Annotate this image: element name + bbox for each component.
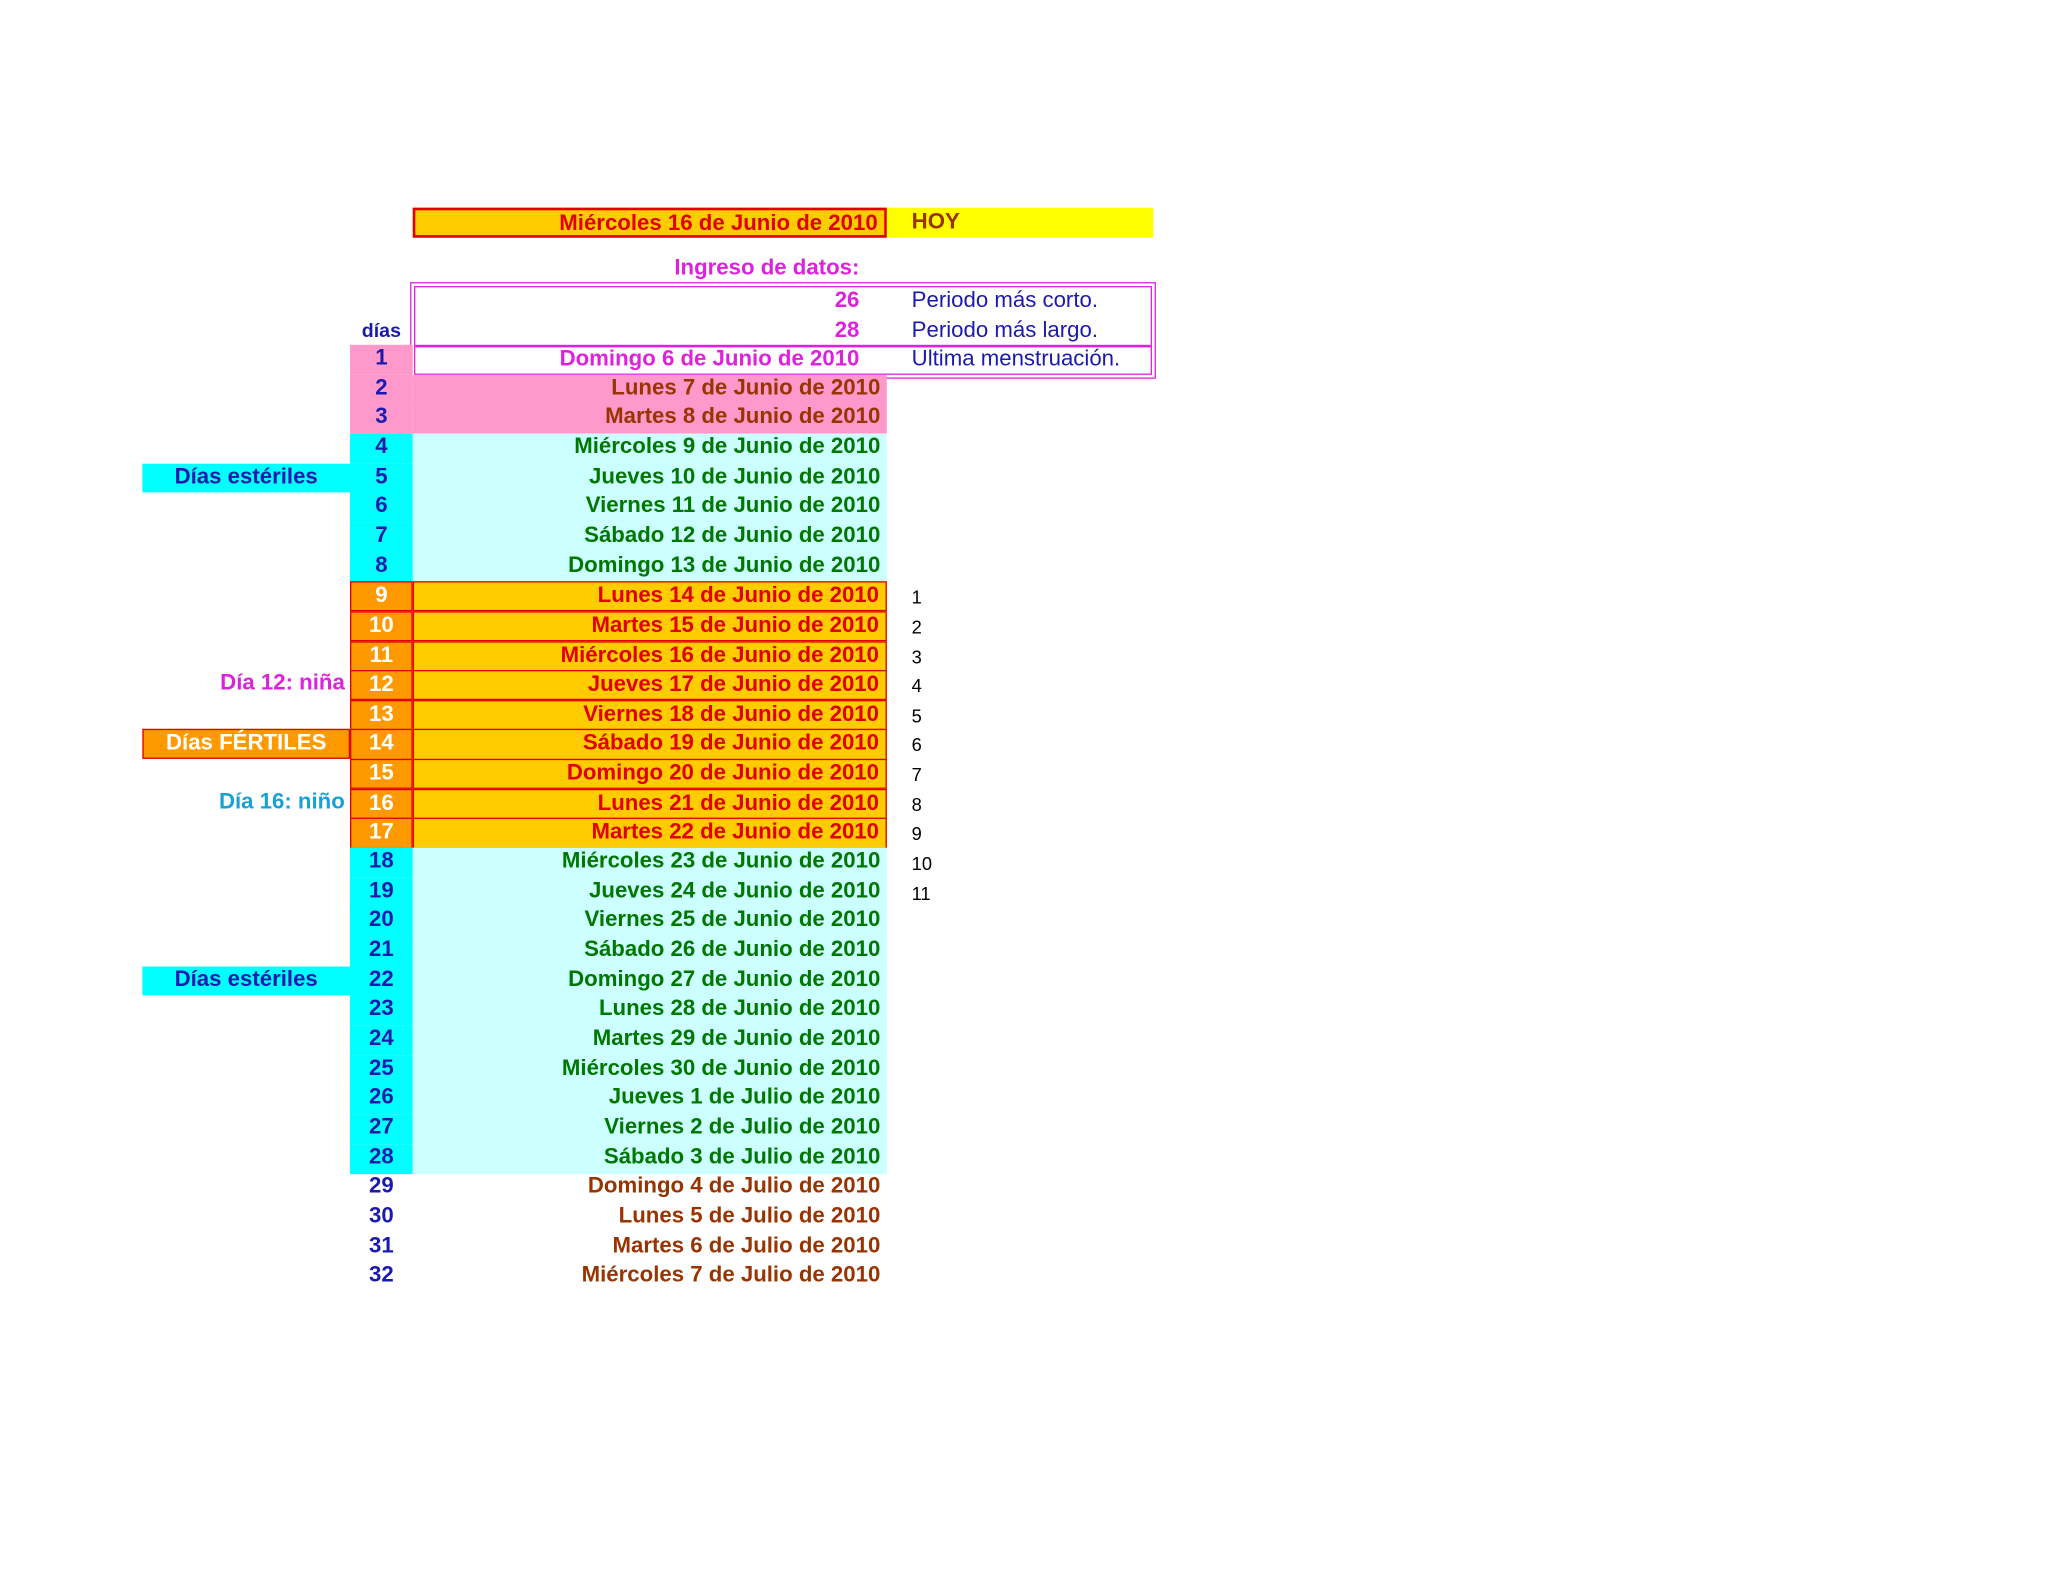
day-number: 6 xyxy=(350,492,413,523)
date: Martes 8 de Junio de 2010 xyxy=(412,403,887,435)
input-value: 28 xyxy=(834,317,860,343)
fertile-count: 5 xyxy=(911,705,922,726)
day-number: 20 xyxy=(350,906,413,938)
date: Domingo 20 de Junio de 2010 xyxy=(412,758,887,790)
day-number: 7 xyxy=(350,522,413,553)
date: Miércoles 16 de Junio de 2010 xyxy=(412,640,887,671)
fertile-count: 8 xyxy=(911,793,922,815)
day-number: 4 xyxy=(350,433,413,464)
side-label: Días estériles xyxy=(142,463,351,493)
day-number: 30 xyxy=(369,1202,394,1228)
date: Martes 15 de Junio de 2010 xyxy=(412,611,887,642)
date: Sábado 19 de Junio de 2010 xyxy=(412,729,887,760)
date: Viernes 18 de Junio de 2010 xyxy=(412,699,887,731)
side-label: Día 16: niño xyxy=(218,788,345,814)
date: Lunes 28 de Junio de 2010 xyxy=(412,995,887,1026)
today-date: Miércoles 16 de Junio de 2010 xyxy=(412,207,887,238)
fertile-count: 4 xyxy=(911,675,922,697)
fertile-count: 11 xyxy=(911,882,931,904)
day-number: 18 xyxy=(350,847,413,878)
input-divider xyxy=(415,344,1151,348)
input-title: Ingreso de datos: xyxy=(674,254,860,280)
day-number: 5 xyxy=(350,463,413,494)
date: Martes 29 de Junio de 2010 xyxy=(412,1025,887,1056)
day-number: 14 xyxy=(350,729,413,760)
days-header: días xyxy=(361,319,401,343)
date: Lunes 14 de Junio de 2010 xyxy=(412,581,887,612)
fertile-count: 6 xyxy=(911,734,922,756)
side-label: Días FÉRTILES xyxy=(142,729,351,759)
date: Martes 6 de Julio de 2010 xyxy=(612,1232,881,1258)
fertile-count: 7 xyxy=(911,764,922,786)
date: Sábado 3 de Julio de 2010 xyxy=(412,1143,887,1174)
day-number: 2 xyxy=(350,374,413,405)
date: Sábado 26 de Junio de 2010 xyxy=(412,936,887,967)
day-number: 24 xyxy=(350,1025,413,1056)
day-number: 3 xyxy=(350,403,413,435)
day-number: 11 xyxy=(350,640,413,671)
date: Sábado 12 de Junio de 2010 xyxy=(412,522,887,553)
day-number: 10 xyxy=(350,611,413,642)
date: Viernes 11 de Junio de 2010 xyxy=(412,492,887,523)
date: Miércoles 23 de Junio de 2010 xyxy=(412,847,887,878)
day-number: 32 xyxy=(369,1261,394,1287)
date: Domingo 27 de Junio de 2010 xyxy=(412,966,887,997)
date: Miércoles 7 de Julio de 2010 xyxy=(581,1261,881,1287)
date: Miércoles 9 de Junio de 2010 xyxy=(412,433,887,464)
day-number: 17 xyxy=(350,818,413,849)
date: Jueves 10 de Junio de 2010 xyxy=(412,463,887,494)
input-label: Ultima menstruación. xyxy=(911,346,1121,371)
input-value: 26 xyxy=(834,287,860,313)
day-number: 13 xyxy=(350,699,413,731)
day-number: 25 xyxy=(350,1054,413,1086)
fertile-count: 1 xyxy=(911,586,922,608)
date: Lunes 7 de Junio de 2010 xyxy=(412,374,887,405)
date: Lunes 21 de Junio de 2010 xyxy=(412,788,887,819)
day-number: 16 xyxy=(350,788,413,819)
day-number: 26 xyxy=(350,1084,413,1115)
day-number: 22 xyxy=(350,966,413,997)
date: Domingo 13 de Junio de 2010 xyxy=(412,551,887,583)
day-number: 12 xyxy=(350,670,413,701)
fertile-count: 10 xyxy=(911,852,933,874)
day-number: 29 xyxy=(369,1173,394,1198)
day-number: 19 xyxy=(350,877,413,908)
input-value: Domingo 6 de Junio de 2010 xyxy=(559,346,860,371)
date: Domingo 4 de Julio de 2010 xyxy=(587,1173,881,1198)
side-label: Días estériles xyxy=(142,966,351,996)
side-label: Día 12: niña xyxy=(220,670,345,696)
date: Jueves 1 de Julio de 2010 xyxy=(412,1084,887,1115)
date: Viernes 25 de Junio de 2010 xyxy=(412,906,887,938)
day-number: 9 xyxy=(350,581,413,612)
day-number: 21 xyxy=(350,936,413,967)
day-number: 31 xyxy=(369,1232,394,1258)
date: Miércoles 30 de Junio de 2010 xyxy=(412,1054,887,1086)
day-number: 8 xyxy=(350,551,413,583)
day-number: 23 xyxy=(350,995,413,1026)
input-label: Periodo más corto. xyxy=(911,287,1099,313)
fertile-count: 9 xyxy=(911,823,922,845)
day-number: 1 xyxy=(350,344,413,376)
date: Martes 22 de Junio de 2010 xyxy=(412,818,887,849)
fertile-count: 3 xyxy=(911,645,922,667)
today-label: HOY xyxy=(886,207,1154,238)
date: Jueves 24 de Junio de 2010 xyxy=(412,877,887,908)
day-number: 27 xyxy=(350,1113,413,1145)
fertile-count: 2 xyxy=(911,616,922,638)
date: Viernes 2 de Julio de 2010 xyxy=(412,1113,887,1145)
date: Lunes 5 de Julio de 2010 xyxy=(618,1202,881,1228)
date: Jueves 17 de Junio de 2010 xyxy=(412,670,887,701)
day-number: 15 xyxy=(350,758,413,790)
day-number: 28 xyxy=(350,1143,413,1174)
input-label: Periodo más largo. xyxy=(911,317,1099,343)
